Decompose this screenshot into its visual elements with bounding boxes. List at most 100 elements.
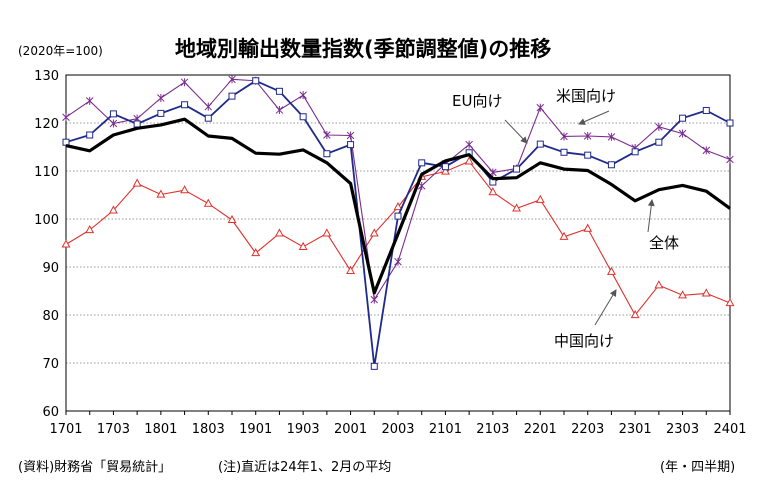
- data-point: [631, 148, 639, 156]
- data-point: [654, 280, 664, 289]
- annotation-arrow-eu: [504, 119, 528, 144]
- y-tick-label: 110: [34, 165, 59, 180]
- x-tick-label: 2201: [524, 422, 557, 437]
- x-tick-label: 2001: [334, 422, 367, 437]
- data-point: [274, 228, 284, 237]
- unit-label: (2020年=100): [18, 44, 103, 58]
- data-point: [369, 228, 379, 237]
- data-point: [394, 212, 402, 220]
- y-tick-label: 80: [42, 309, 59, 324]
- data-point: [726, 119, 734, 127]
- data-point: [346, 265, 356, 274]
- source-note: (資料)財務省「貿易統計」: [18, 460, 172, 475]
- data-point: [655, 122, 663, 131]
- data-point: [678, 129, 687, 138]
- annotation-total: 全体: [649, 234, 679, 252]
- data-point: [62, 138, 70, 146]
- data-point: [394, 257, 402, 266]
- data-point: [86, 131, 94, 139]
- series-line-china: [65, 160, 731, 316]
- data-point: [536, 140, 544, 148]
- data-point: [109, 110, 117, 118]
- data-point: [180, 185, 190, 194]
- data-point: [702, 146, 711, 155]
- data-point: [606, 266, 616, 275]
- data-point: [109, 119, 118, 128]
- series-china: [61, 156, 735, 319]
- period-label: (年・四半期): [660, 460, 736, 475]
- data-point: [393, 201, 403, 211]
- data-point: [204, 102, 213, 111]
- data-point: [535, 194, 545, 203]
- data-point: [678, 290, 688, 299]
- data-point: [440, 166, 450, 175]
- data-point: [536, 103, 545, 112]
- data-point: [132, 178, 142, 187]
- x-tick-label: 1801: [144, 422, 177, 437]
- x-tick-label: 2003: [381, 422, 414, 437]
- data-point: [299, 113, 307, 121]
- x-tick-label: 2103: [476, 422, 509, 437]
- data-point: [560, 132, 568, 141]
- data-point: [679, 114, 687, 122]
- data-point: [323, 131, 331, 139]
- y-tick-label: 90: [42, 261, 59, 276]
- data-point: [252, 77, 260, 85]
- data-point: [323, 150, 331, 158]
- data-point: [180, 78, 189, 87]
- data-point: [347, 141, 355, 149]
- data-point: [203, 198, 213, 207]
- annotation-china: 中国向け: [554, 332, 614, 350]
- data-point: [607, 132, 616, 141]
- data-point: [630, 309, 640, 319]
- data-point: [441, 163, 449, 171]
- data-point: [464, 156, 474, 165]
- footnote: (注)直近は24年1、2月の平均: [218, 460, 392, 475]
- annotation-arrow-total: [647, 199, 655, 233]
- data-point: [513, 165, 521, 173]
- data-point: [298, 241, 308, 250]
- data-point: [61, 239, 71, 248]
- data-point: [559, 231, 569, 240]
- data-point: [299, 91, 307, 100]
- data-point: [108, 205, 118, 214]
- y-tick-label: 60: [42, 405, 59, 420]
- data-point: [275, 106, 284, 115]
- data-point: [701, 288, 711, 297]
- data-point: [512, 203, 522, 212]
- data-point: [228, 92, 236, 100]
- data-point: [156, 189, 166, 198]
- data-point: [726, 155, 734, 164]
- series-eu: [62, 77, 734, 370]
- data-point: [322, 228, 332, 237]
- series-line-total: [65, 117, 731, 295]
- x-tick-label: 1803: [192, 422, 225, 437]
- y-tick-label: 120: [34, 117, 59, 132]
- chart-title: 地域別輸出数量指数(季節調整値)の推移: [175, 37, 552, 61]
- data-point: [204, 114, 212, 122]
- data-point: [275, 87, 283, 95]
- annotation-arrow-china: [594, 289, 617, 326]
- annotation-arrow-us: [578, 110, 610, 125]
- x-tick-label: 2301: [619, 422, 652, 437]
- y-tick-label: 130: [34, 69, 59, 84]
- y-tick-label: 100: [34, 213, 59, 228]
- data-point: [133, 120, 141, 128]
- data-point: [370, 362, 378, 370]
- data-point: [228, 75, 236, 84]
- data-point: [560, 148, 568, 156]
- data-point: [85, 96, 94, 105]
- x-tick-label: 2401: [713, 422, 746, 437]
- data-point: [227, 214, 237, 224]
- data-point: [418, 159, 426, 167]
- y-tick-label: 70: [42, 357, 59, 372]
- data-point: [157, 109, 165, 117]
- data-point: [62, 113, 70, 122]
- x-tick-label: 2101: [429, 422, 462, 437]
- data-point: [85, 224, 95, 234]
- data-point: [702, 107, 710, 115]
- x-tick-label: 2303: [666, 422, 699, 437]
- x-tick-label: 1901: [239, 422, 272, 437]
- data-point: [251, 248, 261, 257]
